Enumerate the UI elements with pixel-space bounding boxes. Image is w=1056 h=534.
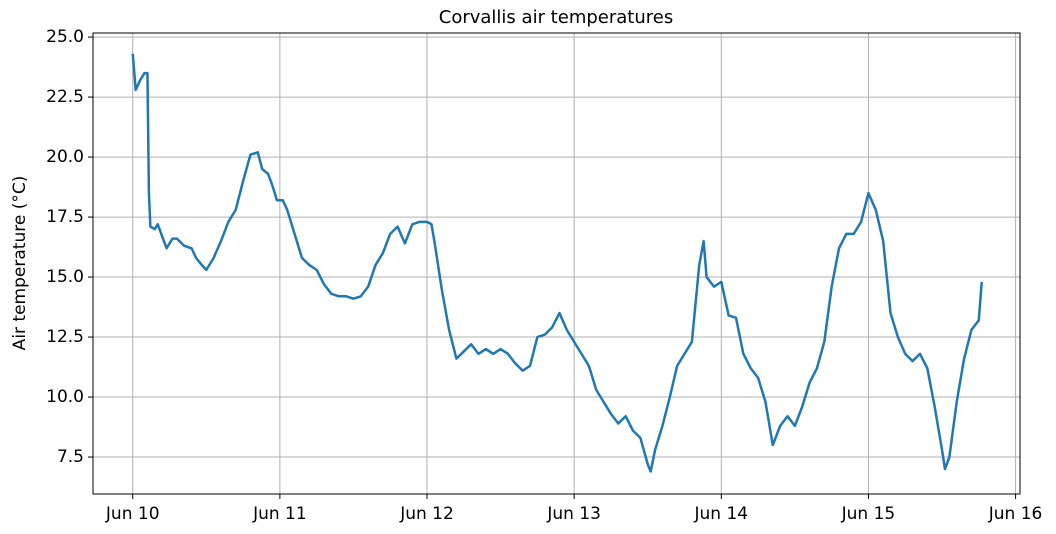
y-tick-label: 12.5 [46,327,84,347]
x-tick-label: Jun 11 [252,504,307,524]
y-tick-label: 20.0 [46,147,84,167]
x-tick-label: Jun 14 [693,504,748,524]
x-tick-label: Jun 13 [546,504,601,524]
y-axis-label: Air temperature (°C) [10,176,30,351]
y-tick-label: 7.5 [57,447,84,467]
x-tick-label: Jun 16 [988,504,1043,524]
temperature-line [131,53,983,473]
x-tick-label: Jun 15 [841,504,896,524]
x-tick-label: Jun 12 [399,504,454,524]
y-tick-label: 25.0 [46,27,84,47]
chart-title: Corvallis air temperatures [439,7,673,28]
plot-frame [92,32,1021,495]
y-tick-label: 15.0 [46,267,84,287]
x-tick-label: Jun 10 [105,504,160,524]
y-tick-label: 10.0 [46,387,84,407]
y-tick-label: 17.5 [46,207,84,227]
y-tick-label: 22.5 [46,87,84,107]
